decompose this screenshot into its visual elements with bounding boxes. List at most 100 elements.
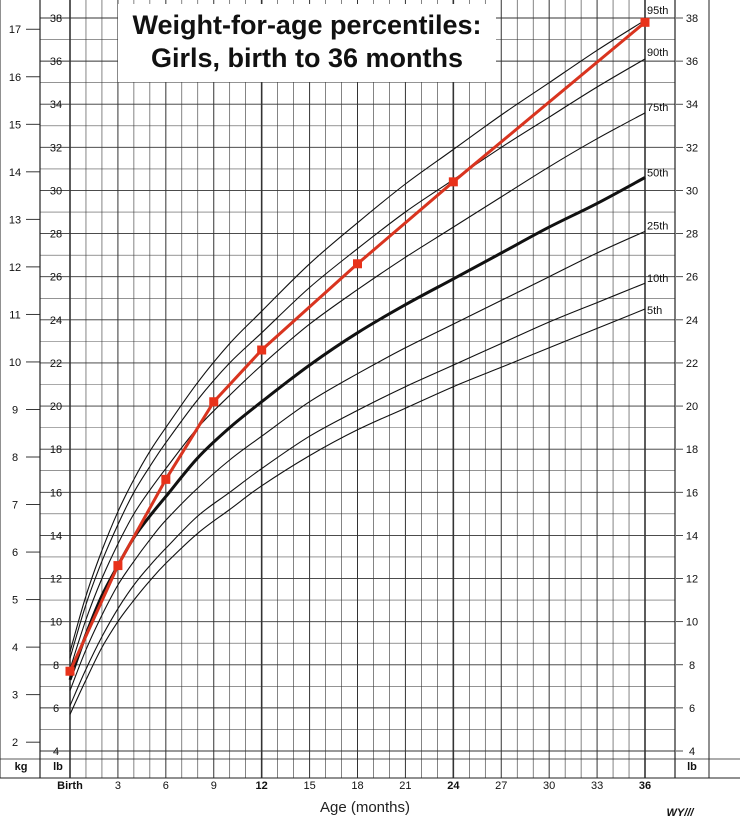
percentile-label-25th: 25th (647, 220, 668, 232)
percentile-label-95th: 95th (647, 5, 668, 17)
lb-tick-label-right: 14 (686, 530, 698, 542)
grid (0, 0, 740, 779)
x-tick-label: 6 (163, 780, 169, 792)
kg-tick-label: 4 (12, 642, 18, 654)
lb-tick-label-left: 30 (50, 185, 62, 197)
lb-tick-label-left: 16 (50, 487, 62, 499)
lb-tick-label-left: 12 (50, 574, 62, 586)
chart-title-line-2: Girls, birth to 36 months (150, 43, 464, 73)
lb-tick-label-left: 28 (50, 229, 62, 241)
patient-growth-line (68, 21, 646, 672)
patient-point (257, 345, 267, 355)
x-tick-label: 9 (211, 780, 217, 792)
lb-tick-label-right: 26 (686, 272, 698, 284)
x-tick-label: 15 (303, 780, 315, 792)
kg-tick-label: 2 (12, 737, 18, 749)
lb-tick-label-left: 10 (50, 617, 62, 629)
chart-title-line-1: Weight-for-age percentiles: (132, 10, 482, 40)
patient-measurements (65, 17, 650, 676)
patient-point (353, 259, 362, 269)
x-tick-label: 21 (399, 780, 411, 792)
lb-tick-label-right: 18 (686, 444, 698, 456)
percentile-label-75th: 75th (647, 102, 668, 114)
kg-tick-label: 5 (12, 595, 18, 607)
percentile-curve-90th (69, 58, 646, 659)
x-tick-label: 30 (543, 780, 555, 792)
lb-tick-label-left: 26 (50, 272, 62, 284)
lb-tick-label-left: 24 (50, 315, 62, 327)
lb-tick-label-left: 36 (50, 56, 62, 68)
kg-tick-label: 13 (9, 214, 21, 226)
kg-tick-label: 14 (9, 167, 21, 179)
patient-point (209, 397, 219, 407)
lb-tick-label-left: 4 (53, 746, 59, 758)
kg-tick-label: 11 (9, 309, 20, 321)
percentile-label-10th: 10th (647, 273, 668, 285)
lb-tick-label-right: 6 (689, 703, 695, 715)
percentile-curves (68, 19, 646, 715)
percentile-curve-10th (69, 282, 646, 706)
lb-tick-label-right: 30 (686, 185, 698, 197)
x-tick-label: 33 (591, 780, 603, 792)
lb-tick-label-right: 28 (686, 229, 698, 241)
kg-tick-label: 9 (12, 404, 18, 416)
lb-tick-label-right: 20 (686, 401, 698, 413)
x-axis-title: Age (months) (320, 799, 410, 816)
lb-tick-label-right: 16 (686, 487, 698, 499)
lb-tick-label-right: 32 (686, 142, 698, 154)
lb-tick-label-left: 34 (50, 99, 62, 111)
x-tick-label: 18 (351, 780, 363, 792)
patient-point (65, 666, 75, 676)
lb-tick-label-right: 12 (686, 574, 698, 586)
x-tick-label: 27 (495, 780, 507, 792)
lb-unit-label-left: lb (53, 761, 63, 773)
x-tick-label: 24 (447, 780, 460, 792)
patient-point (113, 561, 123, 571)
kg-tick-label: 12 (9, 262, 21, 274)
lb-tick-label-right: 34 (686, 99, 698, 111)
percentile-label-50th: 50th (647, 168, 668, 180)
lb-tick-label-right: 24 (686, 315, 698, 327)
x-tick-label: 36 (639, 780, 651, 792)
lb-tick-label-right: 10 (686, 617, 698, 629)
lb-tick-label-left: 6 (53, 703, 59, 715)
kg-tick-label: 3 (12, 690, 18, 702)
lb-tick-label-left: 20 (50, 401, 62, 413)
lb-tick-label-left: 14 (50, 530, 62, 542)
lb-tick-label-right: 4 (689, 746, 695, 758)
patient-point (448, 177, 458, 187)
footer-logo-mark: WY/// (667, 807, 696, 816)
lb-tick-label-right: 36 (686, 56, 698, 68)
lb-tick-label-left: 32 (50, 142, 62, 154)
x-tick-label: Birth (57, 780, 83, 792)
kg-tick-label: 16 (9, 72, 21, 84)
lb-tick-label-left: 8 (53, 660, 59, 672)
lb-tick-label-left: 38 (50, 13, 62, 25)
x-tick-label: 12 (256, 780, 268, 792)
patient-point (640, 17, 650, 27)
percentile-curve-25th (69, 230, 646, 691)
lb-tick-label-left: 22 (50, 358, 62, 370)
chart-title: Weight-for-age percentiles: Girls, birth… (118, 4, 496, 82)
percentile-label-90th: 90th (647, 47, 668, 59)
percentile-label-5th: 5th (647, 305, 662, 317)
kg-unit-label: kg (15, 761, 28, 773)
lb-tick-label-right: 22 (686, 358, 698, 370)
lb-tick-label-right: 8 (689, 660, 695, 672)
lb-tick-label-right: 38 (686, 13, 698, 25)
kg-tick-label: 8 (12, 452, 18, 464)
lb-tick-label-left: 18 (50, 444, 62, 456)
percentile-curve-95th (69, 19, 646, 652)
x-tick-label: 3 (115, 780, 121, 792)
patient-point (161, 474, 171, 484)
kg-tick-label: 7 (12, 500, 18, 512)
percentile-curve-75th (69, 112, 646, 670)
percentile-curve-5th (69, 308, 646, 715)
kg-tick-label: 17 (9, 24, 21, 36)
kg-tick-label: 15 (9, 119, 21, 131)
kg-tick-label: 10 (9, 357, 21, 369)
kg-tick-label: 6 (12, 547, 18, 559)
lb-unit-label-right: lb (687, 761, 697, 773)
